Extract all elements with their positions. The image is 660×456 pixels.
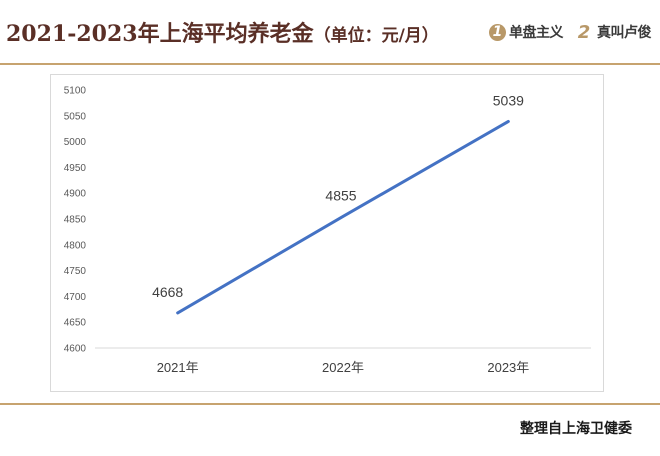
brand-2-number-icon: 2 xyxy=(577,21,591,43)
y-tick-label: 4650 xyxy=(64,318,87,329)
data-label: 5039 xyxy=(493,92,524,108)
title-unit: （单位：元/月） xyxy=(313,26,439,46)
header: 2021-2023年上海平均养老金（单位：元/月） 1 单盘主义 2 真叫卢俊 xyxy=(0,0,660,64)
header-divider xyxy=(0,63,660,65)
y-tick-label: 4900 xyxy=(64,189,87,200)
source-note: 整理自上海卫健委 xyxy=(520,421,632,437)
brand-2: 2 真叫卢俊 xyxy=(574,21,652,43)
y-tick-label: 4850 xyxy=(64,215,87,226)
y-tick-label: 4600 xyxy=(64,344,87,355)
y-tick-label: 4950 xyxy=(64,163,87,174)
brand-1-label: 单盘主义 xyxy=(509,25,564,41)
y-tick-label: 4800 xyxy=(64,240,87,251)
title-text: 2021-2023年上海平均养老金 xyxy=(6,21,314,47)
brand-1-number-icon: 1 xyxy=(489,23,506,41)
brand-2-label: 真叫卢俊 xyxy=(597,25,652,41)
y-tick-label: 4700 xyxy=(64,292,87,303)
y-tick-label: 5050 xyxy=(64,111,87,122)
y-tick-label: 5100 xyxy=(64,86,87,97)
x-tick-label: 2022年 xyxy=(322,360,364,375)
brand-1: 1 单盘主义 xyxy=(489,22,564,42)
data-label: 4668 xyxy=(152,284,183,300)
series-line xyxy=(176,119,510,315)
chart-frame: 4600 4650 4700 4750 4800 4850 4900 4950 5000 5050… xyxy=(50,74,604,392)
y-tick-label: 4750 xyxy=(64,266,87,277)
line-chart: 4600 4650 4700 4750 4800 4850 4900 4950 5000 5050… xyxy=(64,86,591,375)
page-title: 2021-2023年上海平均养老金（单位：元/月） xyxy=(6,16,439,48)
data-label: 4855 xyxy=(325,187,356,203)
x-tick-label: 2023年 xyxy=(487,360,529,375)
footer-divider xyxy=(0,403,660,405)
x-tick-label: 2021年 xyxy=(157,360,199,375)
y-tick-label: 5000 xyxy=(64,137,87,148)
